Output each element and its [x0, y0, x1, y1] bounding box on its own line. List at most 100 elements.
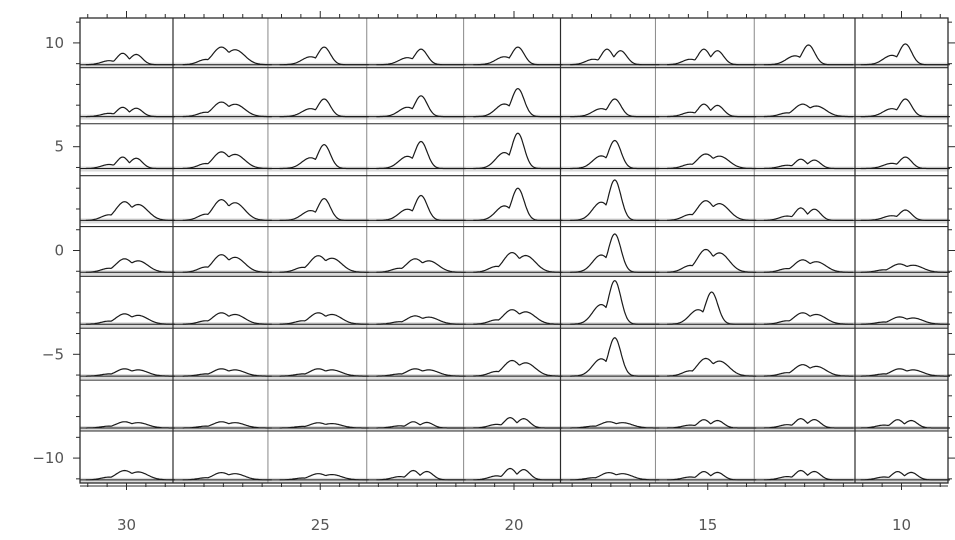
spectrum-r4-c4 [473, 252, 563, 273]
spectrum-r2-c0 [85, 156, 175, 170]
spectrum-r5-c5 [570, 280, 660, 325]
spectrum-r1-c4 [473, 87, 563, 118]
spectrum-r3-c7 [763, 207, 854, 221]
spectrum-r2-c4 [473, 132, 563, 170]
spectrum-r4-c2 [279, 255, 369, 273]
y-tick-label-0: 10 [45, 34, 64, 52]
tick-labels: 30 25 20 15 10 10 5 0 −5 −10 [32, 34, 911, 534]
spectrum-r6-c5 [570, 337, 660, 377]
spectrum-r5-c8 [860, 316, 950, 325]
spectrum-r8-c4 [473, 467, 563, 481]
x-tick-label-4: 10 [892, 516, 911, 534]
spectrum-r3-c3 [376, 194, 466, 221]
spectrum-r8-c0 [85, 469, 175, 481]
spectrum-r4-c3 [376, 258, 466, 273]
spectrum-r7-c3 [376, 421, 466, 429]
spectrum-r7-c1 [182, 421, 272, 429]
spectrum-r5-c0 [85, 313, 175, 325]
spectrum-r1-c6 [667, 103, 757, 118]
spectrum-r1-c2 [279, 98, 369, 118]
spectrum-r0-c6 [667, 48, 757, 66]
y-tick-label-1: 5 [54, 138, 64, 156]
spectrum-r0-c1 [182, 46, 272, 66]
x-tick-label-0: 30 [117, 516, 136, 534]
spectrum-r4-c6 [667, 248, 757, 273]
spectrum-r6-c4 [473, 359, 563, 377]
spectrum-r7-c6 [667, 419, 757, 429]
y-tick-label-4: −10 [32, 449, 64, 467]
spectrum-r1-c0 [85, 106, 175, 118]
panel-grid [80, 18, 948, 487]
spectrum-r0-c0 [85, 52, 175, 66]
spectrum-r4-c5 [570, 233, 660, 273]
spectrum-r2-c6 [667, 153, 757, 170]
spectrum-r8-c7 [763, 469, 854, 481]
y-tick-label-3: −5 [42, 345, 64, 363]
spectrum-r0-c5 [570, 48, 660, 66]
spectrum-r8-c8 [860, 471, 950, 481]
spectrum-r6-c1 [182, 368, 272, 377]
spectrum-r3-c2 [279, 198, 369, 221]
spectrum-r5-c7 [763, 312, 854, 325]
spectrum-r2-c1 [182, 151, 272, 170]
spectrum-r1-c8 [860, 98, 950, 118]
spectrum-r5-c2 [279, 312, 369, 325]
axis-ticks [73, 11, 955, 490]
spectrum-r3-c5 [570, 179, 660, 221]
spectrum-r2-c7 [763, 158, 854, 170]
spectrum-r8-c5 [570, 472, 660, 481]
x-tick-label-3: 15 [698, 516, 717, 534]
series-group [85, 43, 950, 481]
spectrum-r6-c2 [279, 368, 369, 377]
spectrum-r1-c7 [763, 103, 854, 118]
spectrum-r3-c4 [473, 187, 563, 221]
spectrum-r0-c2 [279, 46, 369, 66]
plot-border [79, 17, 949, 484]
plot-frame [79, 17, 949, 484]
spectrum-r6-c3 [376, 368, 466, 377]
spectrum-r8-c1 [182, 472, 272, 481]
spectrum-r8-c6 [667, 471, 757, 481]
spectrum-r6-c7 [763, 364, 854, 377]
spectrum-r2-c3 [376, 140, 466, 170]
spectrum-r3-c8 [860, 209, 950, 221]
spectrum-r0-c7 [763, 44, 854, 66]
spectrum-r1-c5 [570, 98, 660, 118]
spectrum-r7-c7 [763, 418, 854, 429]
spectrum-r5-c4 [473, 309, 563, 325]
spectrum-r2-c8 [860, 156, 950, 170]
spectrum-r8-c3 [376, 469, 466, 481]
x-tick-label-2: 20 [504, 516, 523, 534]
spectrum-r2-c2 [279, 144, 369, 170]
spectrum-r5-c3 [376, 315, 466, 325]
spectrum-r1-c3 [376, 95, 466, 118]
spectrum-r3-c0 [85, 201, 175, 221]
x-tick-label-1: 25 [311, 516, 330, 534]
spectrum-r4-c7 [763, 259, 854, 273]
spectrum-r8-c2 [279, 473, 369, 481]
spectrum-r4-c1 [182, 254, 272, 273]
spectrum-r0-c8 [860, 43, 950, 66]
spectrum-r2-c5 [570, 139, 660, 170]
spectrum-r4-c0 [85, 258, 175, 273]
spectrum-r1-c1 [182, 101, 272, 118]
spectrum-r6-c0 [85, 368, 175, 377]
spectrum-r7-c0 [85, 421, 175, 429]
spectrum-r0-c4 [473, 46, 563, 66]
spectrum-r3-c1 [182, 199, 272, 221]
spectrum-r7-c2 [279, 422, 369, 429]
spectrum-r0-c3 [376, 48, 466, 66]
baseline-bands [80, 62, 948, 483]
spectrum-r7-c8 [860, 419, 950, 429]
y-tick-label-2: 0 [54, 242, 64, 260]
spectrum-r7-c5 [570, 421, 660, 429]
spectrum-r6-c8 [860, 368, 950, 377]
spectrum-r3-c6 [667, 200, 757, 221]
spectrum-r5-c6 [667, 291, 757, 325]
spectrum-r5-c1 [182, 312, 272, 325]
spectrum-r4-c8 [860, 263, 950, 273]
spectrum-r6-c6 [667, 357, 757, 377]
spectrum-r7-c4 [473, 417, 563, 429]
